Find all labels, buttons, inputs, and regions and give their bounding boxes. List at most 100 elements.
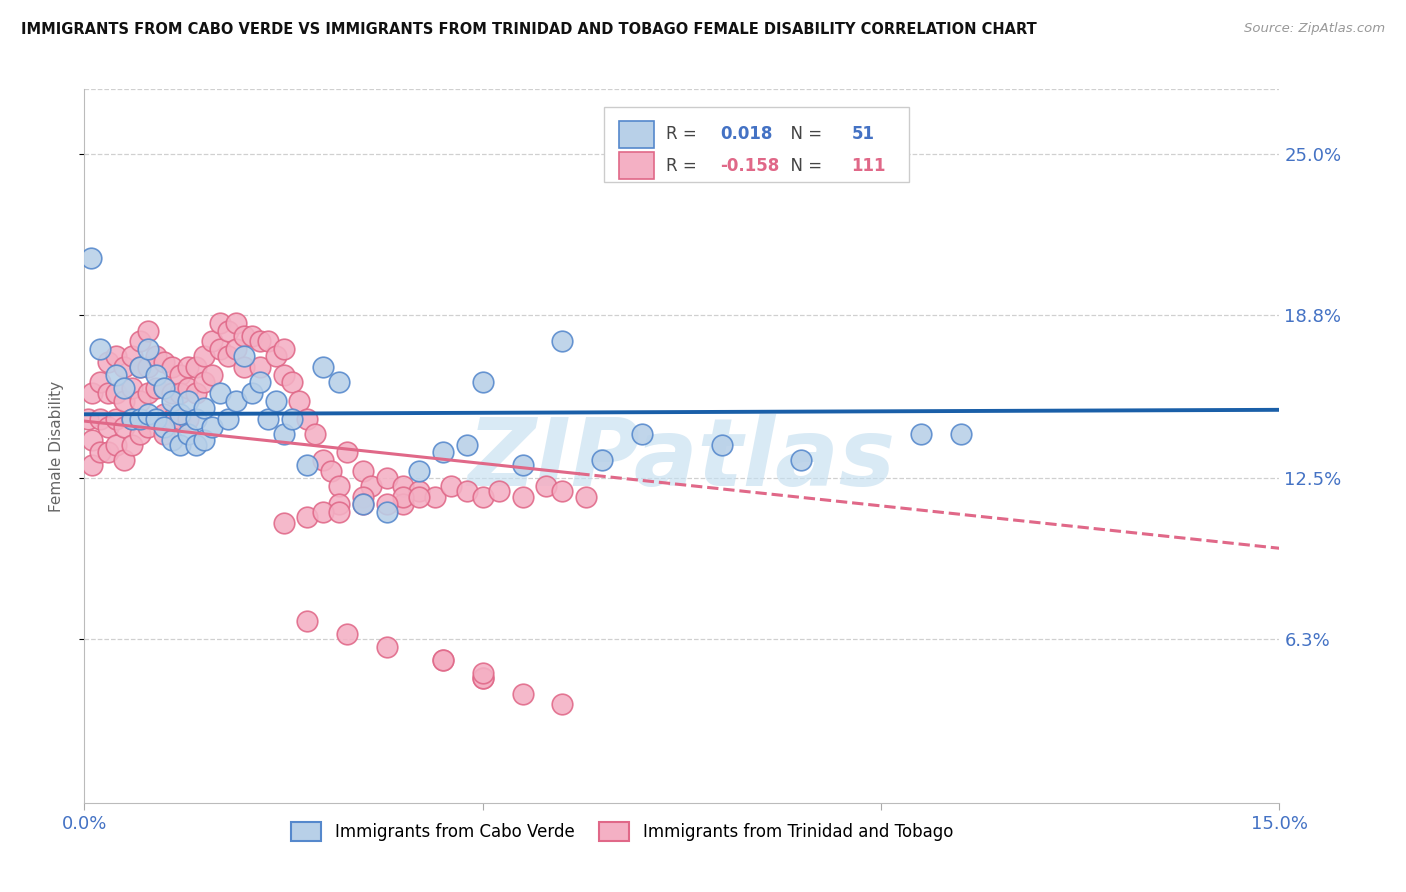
Point (136, 342, 159, 356)
Point (129, 427, 152, 442)
Point (169, 368, 191, 382)
Point (217, 324, 239, 338)
Point (232, 350, 254, 364)
Point (136, 324, 159, 338)
Point (321, 464, 343, 478)
Point (288, 393, 311, 408)
Point (177, 381, 200, 395)
Point (153, 427, 176, 442)
Point (352, 464, 374, 478)
Point (112, 419, 135, 434)
Y-axis label: Female Disability: Female Disability (49, 380, 63, 512)
Point (129, 411, 152, 425)
Point (169, 407, 191, 421)
Point (328, 479, 350, 493)
Point (440, 479, 463, 493)
Point (392, 497, 415, 511)
Point (551, 334, 574, 348)
Point (177, 427, 200, 442)
Point (184, 359, 207, 374)
Point (129, 393, 152, 408)
Text: R =: R = (666, 157, 703, 175)
Text: R =: R = (666, 125, 703, 143)
Point (193, 350, 215, 364)
Point (97, 445, 120, 459)
Point (232, 328, 254, 343)
Point (456, 484, 478, 499)
Point (105, 411, 128, 425)
Point (153, 381, 176, 395)
Point (225, 316, 247, 330)
Point (551, 697, 574, 711)
Text: 51: 51 (852, 125, 875, 143)
Point (153, 419, 176, 434)
Point (97, 354, 120, 368)
Point (145, 411, 167, 425)
Point (193, 433, 215, 447)
Point (352, 490, 374, 504)
Point (408, 484, 430, 499)
Point (201, 334, 224, 348)
Point (575, 490, 598, 504)
Point (336, 627, 359, 641)
Point (297, 458, 319, 473)
Point (77, 411, 100, 425)
Point (328, 497, 350, 511)
Point (375, 471, 398, 485)
Point (536, 479, 558, 493)
Point (249, 334, 271, 348)
Point (112, 381, 135, 395)
Point (249, 376, 271, 390)
Point (105, 368, 128, 382)
Point (225, 393, 247, 408)
Point (360, 479, 382, 493)
Point (352, 497, 374, 511)
Point (512, 490, 534, 504)
Point (177, 359, 200, 374)
FancyBboxPatch shape (605, 107, 910, 182)
Point (177, 393, 200, 408)
Point (193, 376, 215, 390)
Point (153, 407, 176, 421)
Text: 111: 111 (852, 157, 886, 175)
Point (392, 490, 415, 504)
Point (375, 640, 398, 654)
Point (105, 350, 128, 364)
Point (82, 433, 104, 447)
Point (790, 453, 813, 467)
Point (471, 671, 494, 685)
Point (392, 479, 415, 493)
Point (352, 497, 374, 511)
Point (910, 427, 932, 442)
Point (631, 427, 654, 442)
Point (136, 359, 159, 374)
Point (512, 687, 534, 701)
Point (471, 376, 494, 390)
Point (328, 376, 350, 390)
Point (297, 411, 319, 425)
Point (136, 419, 159, 434)
Point (256, 334, 278, 348)
Point (217, 350, 239, 364)
Point (105, 438, 128, 452)
Point (97, 419, 120, 434)
Point (710, 438, 733, 452)
Point (129, 359, 152, 374)
Point (312, 505, 335, 519)
Point (273, 516, 295, 530)
Point (160, 433, 183, 447)
Point (432, 445, 454, 459)
Point (112, 359, 135, 374)
Point (121, 350, 143, 364)
Text: IMMIGRANTS FROM CABO VERDE VS IMMIGRANTS FROM TRINIDAD AND TOBAGO FEMALE DISABIL: IMMIGRANTS FROM CABO VERDE VS IMMIGRANTS… (21, 22, 1036, 37)
Point (160, 385, 183, 400)
Point (217, 411, 239, 425)
Point (160, 411, 183, 425)
Point (153, 381, 176, 395)
Point (375, 505, 398, 519)
Point (184, 438, 207, 452)
Point (273, 427, 295, 442)
Point (240, 385, 263, 400)
Point (105, 385, 128, 400)
Point (80, 251, 103, 265)
